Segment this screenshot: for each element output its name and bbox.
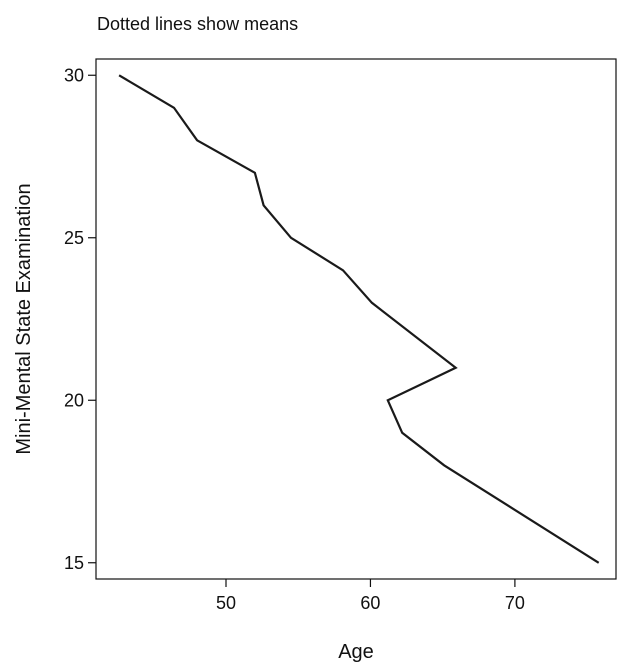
x-axis-title: Age [338,641,374,663]
y-axis-title: Mini-Mental State Examination [13,183,35,454]
chart-subtitle: Dotted lines show means [97,14,299,34]
y-tick-label: 15 [64,553,84,573]
y-tick-label: 20 [64,390,84,410]
x-axis: 50 60 70 [216,579,525,613]
plot-frame [95,58,617,580]
y-axis: 15 20 25 30 [64,65,96,573]
y-tick-label: 30 [64,65,84,85]
series-line [118,74,600,564]
x-tick-label: 70 [505,593,525,613]
y-tick-label: 25 [64,228,84,248]
x-tick-label: 60 [360,593,380,613]
x-tick-label: 50 [216,593,236,613]
